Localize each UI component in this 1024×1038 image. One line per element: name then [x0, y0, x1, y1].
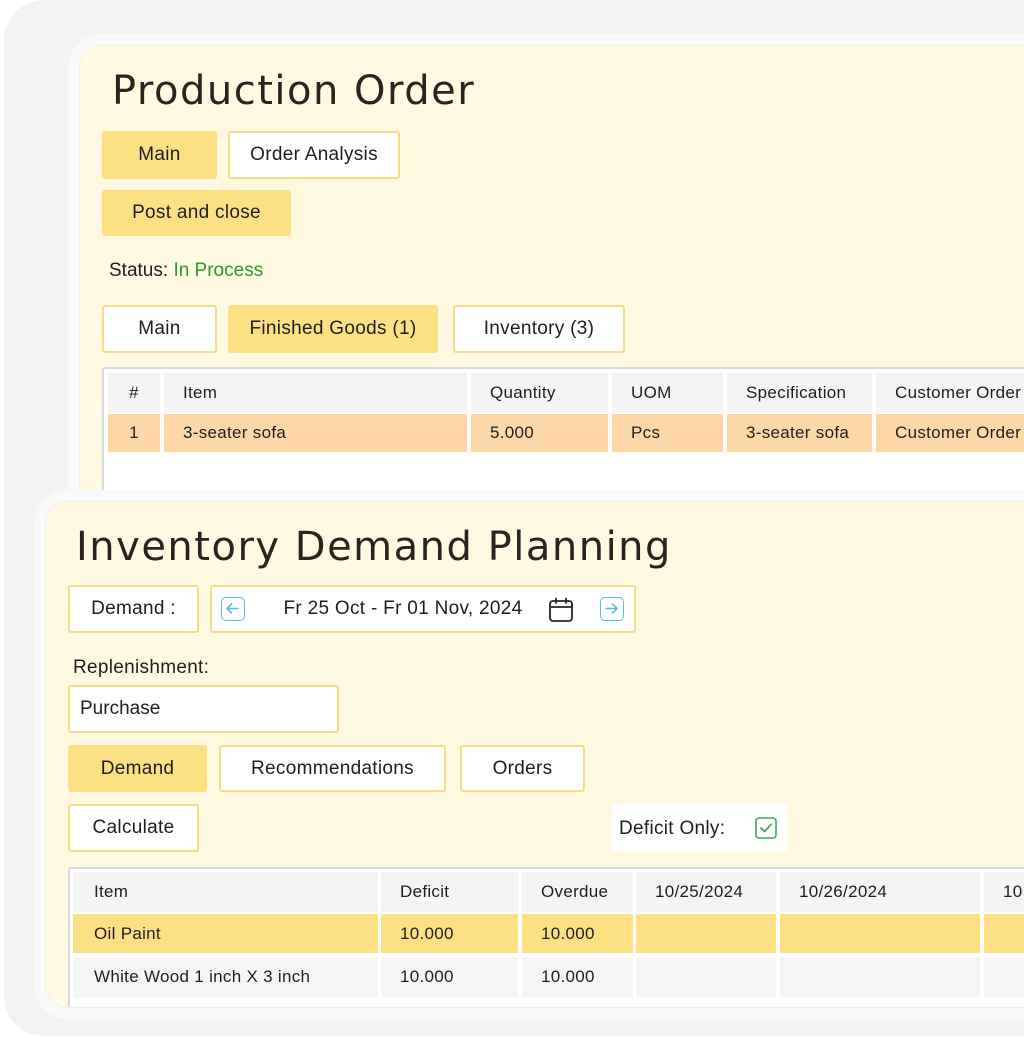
table-row-cell-quantity[interactable]: 5.000 [471, 414, 608, 452]
table-row-cell-item[interactable]: White Wood 1 inch X 3 inch [73, 957, 378, 997]
deficit-only-checkbox[interactable] [755, 817, 777, 839]
table-row-cell-deficit[interactable]: 10.000 [381, 957, 518, 997]
tab-demand[interactable]: Demand [68, 745, 207, 792]
deficit-only-label: Deficit Only: [619, 818, 726, 839]
table-row-cell-date-3[interactable] [984, 914, 1024, 953]
calendar-icon[interactable] [548, 597, 574, 623]
tab-recommendations[interactable]: Recommendations [219, 745, 446, 792]
arrow-right-icon[interactable] [600, 597, 624, 621]
replenishment-field[interactable]: Purchase [68, 685, 339, 733]
column-header-quantity: Quantity [471, 373, 608, 413]
demand-table: Item Deficit Overdue 10/25/2024 10/26/20… [68, 867, 1024, 1007]
table-row-cell-customer-order[interactable]: Customer Order [876, 414, 1024, 452]
demand-planning-window: Inventory Demand Planning Demand : Fr 25… [46, 502, 1024, 1007]
demand-label-box: Demand : [68, 585, 199, 633]
table-row-cell-deficit[interactable]: 10.000 [381, 914, 518, 953]
date-range-selector: Fr 25 Oct - Fr 01 Nov, 2024 [210, 585, 636, 633]
table-row-cell-date-3[interactable] [984, 957, 1024, 997]
column-header-item: Item [73, 872, 378, 912]
post-and-close-button[interactable]: Post and close [102, 190, 291, 236]
table-row-cell-item[interactable]: Oil Paint [73, 914, 378, 953]
deficit-only-filter: Deficit Only: [612, 804, 788, 852]
column-header-overdue: Overdue [522, 872, 633, 912]
column-header-date-2: 10/26/2024 [780, 872, 980, 912]
tab-orders[interactable]: Orders [460, 745, 585, 792]
tab-inventory[interactable]: Inventory (3) [453, 305, 625, 353]
demand-planning-title: Inventory Demand Planning [76, 524, 672, 570]
column-header-number: # [108, 373, 160, 413]
column-header-deficit: Deficit [381, 872, 518, 912]
column-header-date-3: 10 [984, 872, 1024, 912]
table-row-cell-uom[interactable]: Pcs [612, 414, 723, 452]
finished-goods-table: # Item Quantity UOM Specification Custom… [102, 367, 1024, 516]
production-order-window: Production Order Main Order Analysis Pos… [80, 46, 1024, 516]
table-row-cell-date-2[interactable] [780, 914, 980, 953]
arrow-left-icon[interactable] [221, 597, 245, 621]
status-value: In Process [173, 260, 264, 281]
tab-main[interactable]: Main [102, 305, 217, 353]
table-row-cell-overdue[interactable]: 10.000 [522, 914, 633, 953]
status-line: Status: In Process [109, 260, 263, 282]
production-order-title: Production Order [112, 68, 476, 114]
tab-finished-goods[interactable]: Finished Goods (1) [228, 305, 438, 353]
column-header-customer-order: Customer Order [876, 373, 1024, 413]
column-header-date-1: 10/25/2024 [636, 872, 776, 912]
tab-main-top[interactable]: Main [102, 131, 217, 179]
table-row-cell-item[interactable]: 3-seater sofa [164, 414, 467, 452]
column-header-uom: UOM [612, 373, 723, 413]
status-label: Status: [109, 260, 169, 281]
tab-order-analysis[interactable]: Order Analysis [228, 131, 400, 179]
table-row-cell-date-2[interactable] [780, 957, 980, 997]
calculate-button[interactable]: Calculate [68, 804, 199, 852]
table-row-cell-date-1[interactable] [636, 957, 776, 997]
replenishment-label: Replenishment: [73, 657, 210, 678]
column-header-item: Item [164, 373, 467, 413]
column-header-specification: Specification [727, 373, 872, 413]
table-row-cell-date-1[interactable] [636, 914, 776, 953]
table-row-cell-specification[interactable]: 3-seater sofa [727, 414, 872, 452]
table-row-cell-number[interactable]: 1 [108, 414, 160, 452]
date-range-text[interactable]: Fr 25 Oct - Fr 01 Nov, 2024 [283, 598, 523, 619]
table-row-cell-overdue[interactable]: 10.000 [522, 957, 633, 997]
